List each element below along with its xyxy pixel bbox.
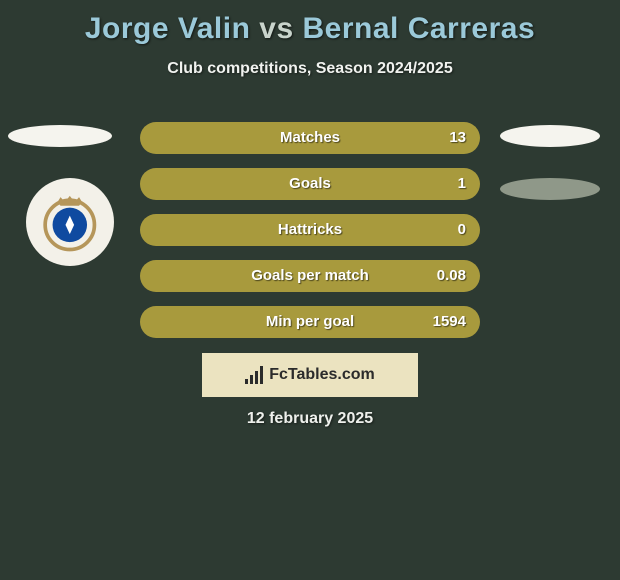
avatar-ellipse [500,178,600,200]
stat-value: 0 [458,214,466,246]
stat-label: Matches [280,122,340,154]
stat-bar: Hattricks 0 [140,214,480,246]
stat-bar: Min per goal 1594 [140,306,480,338]
stat-value: 13 [449,122,466,154]
player1-name: Jorge Valin [85,12,251,45]
player2-name: Bernal Carreras [303,12,536,45]
stat-label: Goals [289,168,331,200]
stat-value: 0.08 [437,260,466,292]
avatar-ellipse [500,125,600,147]
stat-bar: Goals 1 [140,168,480,200]
vs-separator: vs [259,12,293,45]
avatar-ellipse [8,125,112,147]
snapshot-date: 12 february 2025 [0,410,620,428]
comparison-title: Jorge Valin vs Bernal Carreras [0,0,620,46]
logo-text: FcTables.com [269,366,375,384]
barchart-icon [245,366,263,384]
stat-label: Hattricks [278,214,342,246]
stats-bars: Matches 13 Goals 1 Hattricks 0 Goals per match… [140,122,480,352]
stat-label: Goals per match [251,260,369,292]
subtitle: Club competitions, Season 2024/2025 [0,60,620,78]
stat-value: 1594 [433,306,466,338]
stat-bar: Goals per match 0.08 [140,260,480,292]
crest-icon [39,191,101,253]
stat-bar: Matches 13 [140,122,480,154]
stat-value: 1 [458,168,466,200]
fctables-logo: FcTables.com [202,353,418,397]
stat-label: Min per goal [266,306,354,338]
club-crest [26,178,114,266]
